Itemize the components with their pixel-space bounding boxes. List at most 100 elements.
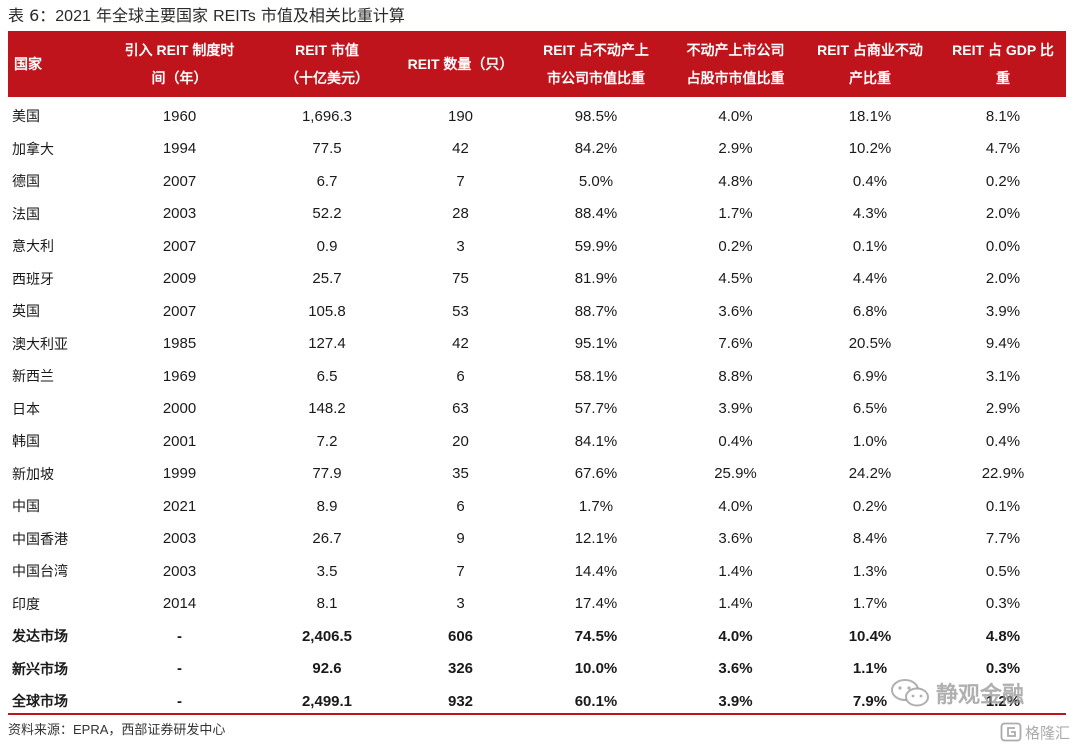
- value-cell: 35: [452, 465, 469, 483]
- value-cell: 6: [456, 497, 465, 515]
- value-cell: 1.7%: [718, 205, 753, 223]
- country-cell: 全球市场: [12, 694, 68, 711]
- wechat-watermark-text: 静观金融: [936, 683, 1025, 708]
- country-cell: 意大利: [12, 239, 54, 256]
- country-cell: 西班牙: [12, 271, 54, 288]
- caption-prefix: 表 6：: [8, 6, 56, 25]
- value-cell: 3.9%: [718, 400, 753, 418]
- country-cell: 澳大利亚: [12, 336, 68, 353]
- value-cell: 0.3%: [985, 595, 1021, 613]
- table-row: 中国香港 2003 26.7 9 12.1% 3.6% 8.4% 7.7%: [8, 523, 1066, 556]
- value-cell: 25.9%: [714, 465, 757, 483]
- value-cell: 6.7: [316, 172, 338, 190]
- value-cell: 20: [452, 432, 469, 450]
- table-row: 日本 2000 148.2 63 57.7% 3.9% 6.5% 2.9%: [8, 393, 1066, 426]
- header-intro-year: 引入 REIT 制度时 间（年）: [105, 31, 254, 97]
- value-cell: 2.9%: [985, 400, 1021, 418]
- value-cell: 8.8%: [718, 367, 753, 385]
- value-cell: 10.4%: [848, 627, 892, 645]
- value-cell: 2.0%: [985, 270, 1021, 288]
- value-cell: 7.7%: [985, 530, 1021, 548]
- value-cell: 92.6: [312, 660, 342, 678]
- value-cell: 0.2%: [718, 237, 753, 255]
- value-cell: 77.5: [312, 140, 342, 158]
- value-cell: 0.5%: [985, 562, 1021, 580]
- value-cell: 326: [447, 660, 474, 678]
- source-org: EPRA，: [73, 722, 122, 737]
- value-cell: 7: [456, 562, 465, 580]
- value-cell: 88.7%: [574, 302, 618, 320]
- value-cell: 1.4%: [718, 595, 753, 613]
- header-share-gdp: REIT 占 GDP 比重: [940, 31, 1066, 97]
- table-caption: 表 6：2021 年全球主要国家 REITs 市值及相关比重计算: [8, 5, 405, 27]
- value-cell: 6.5%: [852, 400, 888, 418]
- source-dept: 西部证券研发中心: [121, 723, 226, 738]
- value-cell: 3.6%: [718, 530, 753, 548]
- caption-year: 2021: [55, 8, 91, 25]
- header-re-share-stock: 不动产上市公司 占股市市值比重: [671, 31, 800, 97]
- country-cell: 德国: [12, 174, 40, 191]
- value-cell: 2014: [162, 595, 197, 613]
- value-cell: 8.1: [316, 595, 338, 613]
- value-cell: 9: [456, 530, 465, 548]
- value-cell: 25.7: [312, 270, 342, 288]
- value-cell: 0.3%: [985, 660, 1021, 678]
- reits-table: 国家 引入 REIT 制度时 间（年） REIT 市值 （十亿美元） REIT 数量…: [8, 31, 1066, 718]
- value-cell: 105.8: [308, 302, 346, 320]
- value-cell: 2021: [162, 497, 197, 515]
- value-cell: 6: [456, 367, 465, 385]
- value-cell: 81.9%: [574, 270, 618, 288]
- country-cell: 中国台湾: [12, 564, 68, 581]
- value-cell: 4.4%: [852, 270, 888, 288]
- summary-row: 发达市场 - 2,406.5 606 74.5% 4.0% 10.4% 4.8%: [8, 620, 1066, 653]
- value-cell: 2,499.1: [301, 692, 353, 710]
- header-row: 国家 引入 REIT 制度时 间（年） REIT 市值 （十亿美元） REIT 数量…: [8, 31, 1066, 97]
- value-cell: 3.1%: [985, 367, 1021, 385]
- source-note: 资料来源：EPRA，西部证券研发中心: [8, 719, 225, 742]
- value-cell: 3.9%: [718, 692, 753, 710]
- header-market-cap: REIT 市值 （十亿美元）: [254, 31, 400, 97]
- value-cell: 1.7%: [852, 595, 888, 613]
- value-cell: 2003: [162, 530, 197, 548]
- value-cell: 2007: [162, 302, 197, 320]
- value-cell: 2007: [162, 237, 197, 255]
- value-cell: 8.4%: [852, 530, 888, 548]
- value-cell: 606: [447, 627, 474, 645]
- value-cell: 2001: [162, 432, 197, 450]
- value-cell: 932: [447, 692, 474, 710]
- table-row: 韩国 2001 7.2 20 84.1% 0.4% 1.0% 0.4%: [8, 425, 1066, 458]
- value-cell: 28: [452, 205, 469, 223]
- value-cell: 0.9: [316, 237, 338, 255]
- value-cell: -: [177, 627, 182, 645]
- value-cell: 60.1%: [574, 692, 618, 710]
- value-cell: 12.1%: [574, 530, 618, 548]
- value-cell: 2,406.5: [301, 627, 353, 645]
- value-cell: 52.2: [312, 205, 342, 223]
- value-cell: 1985: [162, 335, 197, 353]
- value-cell: 26.7: [312, 530, 342, 548]
- country-cell: 印度: [12, 596, 40, 613]
- value-cell: 10.2%: [848, 140, 892, 158]
- value-cell: 9.4%: [985, 335, 1021, 353]
- table-row: 印度 2014 8.1 3 17.4% 1.4% 1.7% 0.3%: [8, 588, 1066, 621]
- country-cell: 加拿大: [12, 141, 54, 158]
- value-cell: 8.1%: [985, 107, 1021, 125]
- value-cell: 2009: [162, 270, 197, 288]
- value-cell: 2003: [162, 562, 197, 580]
- value-cell: 59.9%: [574, 237, 618, 255]
- country-cell: 法国: [12, 206, 40, 223]
- gelonghui-watermark-text: 格隆汇: [1025, 723, 1071, 742]
- header-share-listed-re: REIT 占不动产上 市公司市值比重: [521, 31, 671, 97]
- value-cell: 1.7%: [578, 497, 614, 515]
- value-cell: 6.9%: [852, 367, 888, 385]
- value-cell: 17.4%: [574, 595, 618, 613]
- value-cell: 0.1%: [852, 237, 888, 255]
- caption-reits: REITs: [213, 8, 256, 25]
- value-cell: 4.8%: [718, 172, 753, 190]
- country-cell: 英国: [12, 304, 40, 321]
- value-cell: 74.5%: [574, 627, 618, 645]
- value-cell: 3: [456, 595, 465, 613]
- value-cell: 77.9: [312, 465, 342, 483]
- value-cell: 1.4%: [718, 562, 753, 580]
- table-row: 法国 2003 52.2 28 88.4% 1.7% 4.3% 2.0%: [8, 198, 1066, 231]
